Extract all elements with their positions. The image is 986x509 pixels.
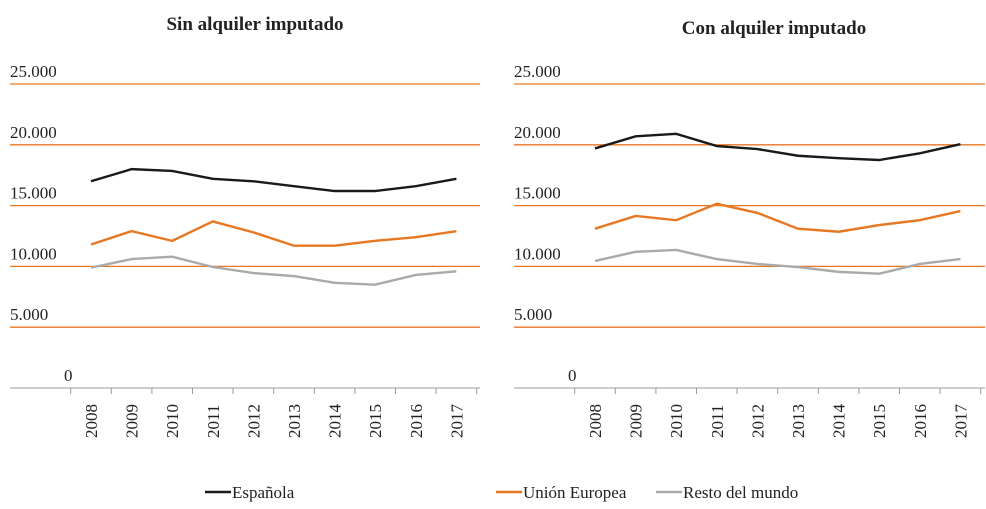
legend-label: Española bbox=[232, 483, 295, 502]
y-tick-label: 10.000 bbox=[10, 244, 57, 263]
x-tick-label: 2013 bbox=[285, 404, 304, 438]
x-tick-label: 2017 bbox=[951, 404, 970, 439]
x-tick-label: 2016 bbox=[911, 404, 930, 438]
x-tick-label: 2014 bbox=[830, 404, 849, 439]
y-tick-label: 20.000 bbox=[514, 123, 561, 142]
y-tick-label: 15.000 bbox=[10, 184, 57, 203]
x-tick-label: 2015 bbox=[870, 404, 889, 438]
x-tick-label: 2009 bbox=[123, 404, 142, 438]
chart-title: Con alquiler imputado bbox=[682, 18, 866, 39]
x-tick-label: 2015 bbox=[366, 404, 385, 438]
y-tick-label: 5.000 bbox=[514, 305, 552, 324]
y-tick-label: 5.000 bbox=[10, 305, 48, 324]
line-series bbox=[594, 248, 961, 275]
chart-title: Sin alquiler imputado bbox=[166, 14, 343, 35]
y-tick-label: 15.000 bbox=[514, 184, 561, 203]
x-tick-label: 2012 bbox=[748, 404, 767, 438]
x-tick-label: 2010 bbox=[163, 404, 182, 438]
x-tick-label: 2012 bbox=[244, 404, 263, 438]
y-tick-label: 0 bbox=[64, 366, 73, 385]
y-tick-label: 0 bbox=[568, 366, 577, 385]
x-tick-label: 2009 bbox=[627, 404, 646, 438]
line-series bbox=[594, 132, 961, 162]
y-tick-label: 10.000 bbox=[514, 244, 561, 263]
x-tick-label: 2008 bbox=[586, 404, 605, 438]
legend-label: Unión Europea bbox=[523, 483, 627, 502]
x-tick-label: 2016 bbox=[407, 404, 426, 438]
y-tick-label: 25.000 bbox=[10, 62, 57, 81]
x-tick-label: 2008 bbox=[82, 404, 101, 438]
line-series bbox=[90, 167, 457, 193]
y-tick-label: 25.000 bbox=[514, 62, 561, 81]
legend-label: Resto del mundo bbox=[683, 483, 798, 502]
line-series bbox=[90, 255, 457, 286]
x-tick-label: 2010 bbox=[667, 404, 686, 438]
line-series bbox=[594, 202, 961, 233]
line-series bbox=[90, 220, 457, 247]
x-tick-label: 2011 bbox=[708, 405, 727, 438]
x-tick-label: 2014 bbox=[326, 404, 345, 439]
x-tick-label: 2011 bbox=[204, 405, 223, 438]
x-tick-label: 2017 bbox=[447, 404, 466, 439]
y-tick-label: 20.000 bbox=[10, 123, 57, 142]
x-tick-label: 2013 bbox=[789, 404, 808, 438]
